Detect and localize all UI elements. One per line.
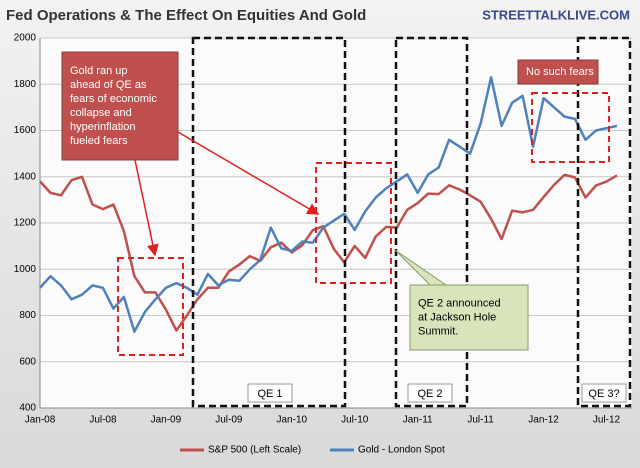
y-tick-label: 1400 <box>14 171 37 182</box>
x-tick-label: Jul-09 <box>215 415 243 426</box>
note-text: hyperinflation <box>70 121 135 133</box>
note-text: QE 2 announced <box>418 297 501 309</box>
y-tick-label: 1200 <box>14 218 37 229</box>
y-tick-label: 1600 <box>14 125 37 136</box>
note-text: ahead of QE as <box>70 79 147 91</box>
x-tick-label: Jan-08 <box>25 415 56 426</box>
note-text: No such fears <box>526 66 594 78</box>
region-label: QE 2 <box>417 388 442 400</box>
region-label: QE 3? <box>588 388 619 400</box>
region-box <box>394 36 469 408</box>
y-tick-label: 600 <box>19 356 36 367</box>
note-text: Gold ran up <box>70 65 127 77</box>
highlight-box <box>531 92 610 163</box>
note-text: at Jackson Hole <box>418 311 496 323</box>
region-label: QE 1 <box>257 388 282 400</box>
y-tick-label: 1800 <box>14 79 37 90</box>
note-text: fears of economic <box>70 93 157 105</box>
highlight-box <box>117 257 184 356</box>
region-label-bg <box>407 383 453 403</box>
source: STREETTALKLIVE.COM <box>482 7 630 22</box>
note-box <box>409 284 529 351</box>
y-tick-label: 400 <box>19 403 36 414</box>
note-text: collapse and <box>70 107 132 119</box>
note-box <box>517 59 599 85</box>
y-tick-label: 2000 <box>14 33 37 44</box>
note-text: Summit. <box>418 325 458 337</box>
x-tick-label: Jan-11 <box>403 415 433 426</box>
highlight-box <box>315 162 392 284</box>
legend-label: Gold - London Spot <box>358 445 445 456</box>
series-line <box>39 76 618 333</box>
y-tick-label: 800 <box>19 310 36 321</box>
x-tick-label: Jan-10 <box>276 415 307 426</box>
note-text: fueled fears <box>70 135 128 147</box>
x-tick-label: Jul-11 <box>467 415 494 426</box>
x-tick-label: Jul-10 <box>341 415 369 426</box>
arrow <box>177 131 320 215</box>
x-tick-label: Jul-12 <box>593 415 621 426</box>
arrow <box>134 159 159 257</box>
region-label-bg <box>247 383 293 403</box>
region-box <box>191 36 347 408</box>
y-tick-label: 1000 <box>14 264 37 275</box>
x-tick-label: Jul-08 <box>89 415 117 426</box>
region-box <box>576 36 632 408</box>
region-label-bg <box>581 383 627 403</box>
series-line <box>39 173 618 332</box>
legend-label: S&P 500 (Left Scale) <box>208 445 301 456</box>
x-tick-label: Jan-12 <box>528 415 559 426</box>
note-box <box>61 51 179 161</box>
chart-title: Fed Operations & The Effect On Equities … <box>6 7 366 24</box>
x-tick-label: Jan-09 <box>151 415 182 426</box>
